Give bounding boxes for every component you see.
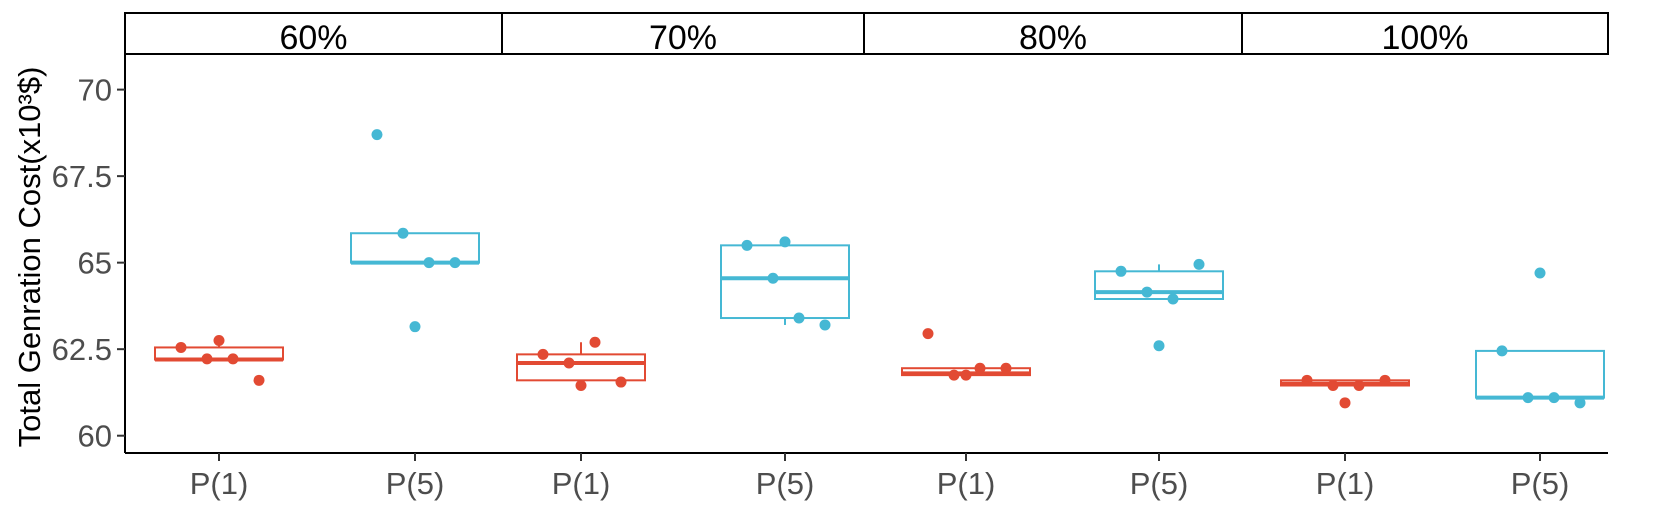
x-axis: P(1) P(5) P(1) P(5) P(1) P(5) P(1) P(5) — [125, 452, 1608, 501]
data-point — [1115, 265, 1127, 277]
data-point — [1301, 374, 1313, 386]
data-point — [371, 129, 383, 141]
box — [1094, 270, 1224, 300]
data-point — [922, 328, 934, 340]
data-point — [1379, 374, 1391, 386]
x-tick-label: P(1) — [937, 466, 996, 501]
data-point — [1327, 380, 1339, 392]
points — [175, 129, 1586, 409]
box — [720, 244, 850, 320]
data-point — [1548, 392, 1560, 404]
data-point — [1141, 286, 1153, 298]
data-point — [1193, 258, 1205, 270]
facet-label: 60% — [279, 19, 347, 57]
data-point — [213, 335, 225, 347]
facet-strips: 60% 70% 80% 100% — [124, 12, 1609, 57]
facet-strip — [501, 12, 865, 55]
data-point — [563, 357, 575, 369]
data-point — [1496, 345, 1508, 357]
data-point — [201, 353, 213, 365]
facet-strip — [124, 12, 503, 55]
data-point — [423, 257, 435, 269]
data-point — [1522, 392, 1534, 404]
data-point — [767, 272, 779, 284]
x-tick-label: P(5) — [386, 466, 445, 501]
data-point — [537, 348, 549, 360]
boxes — [154, 232, 1605, 400]
data-point — [175, 341, 187, 353]
data-point — [575, 380, 587, 392]
data-point — [793, 312, 805, 324]
facet-label: 100% — [1382, 19, 1469, 57]
data-point — [779, 236, 791, 248]
x-tick-label: P(5) — [1511, 466, 1570, 501]
facet-label: 70% — [649, 19, 717, 57]
box — [516, 353, 646, 382]
data-point — [615, 376, 627, 388]
x-tick-label: P(1) — [190, 466, 249, 501]
data-point — [1000, 362, 1012, 374]
data-point — [1353, 380, 1365, 392]
data-point — [409, 321, 421, 333]
data-point — [741, 239, 753, 251]
data-point — [589, 336, 601, 348]
data-point — [1153, 340, 1165, 352]
facet-label: 80% — [1019, 19, 1087, 57]
x-tick-label: P(5) — [756, 466, 815, 501]
box — [350, 232, 480, 264]
x-tick-label: P(1) — [552, 466, 611, 501]
y-tick-label: 60 — [78, 419, 112, 454]
y-tick-label: 62.5 — [52, 332, 112, 367]
data-point — [1339, 397, 1351, 409]
data-point — [397, 227, 409, 239]
data-point — [227, 353, 239, 365]
y-axis: 60 62.5 65 67.5 70 — [52, 55, 126, 454]
data-point — [974, 362, 986, 374]
data-point — [449, 257, 461, 269]
y-tick-label: 65 — [78, 246, 112, 281]
data-point — [819, 319, 831, 331]
data-point — [253, 374, 265, 386]
data-point — [960, 369, 972, 381]
facet-strip — [1241, 12, 1609, 55]
x-tick-label: P(1) — [1316, 466, 1375, 501]
data-point — [1534, 267, 1546, 279]
data-point — [1574, 397, 1586, 409]
data-point — [948, 369, 960, 381]
data-point — [1167, 293, 1179, 305]
facet-strip — [863, 12, 1243, 55]
y-axis-title: Total Genration Cost(x10³$) — [12, 67, 47, 448]
x-tick-label: P(5) — [1130, 466, 1189, 501]
y-tick-label: 70 — [78, 73, 112, 108]
y-tick-label: 67.5 — [52, 159, 112, 194]
box — [1475, 349, 1605, 399]
